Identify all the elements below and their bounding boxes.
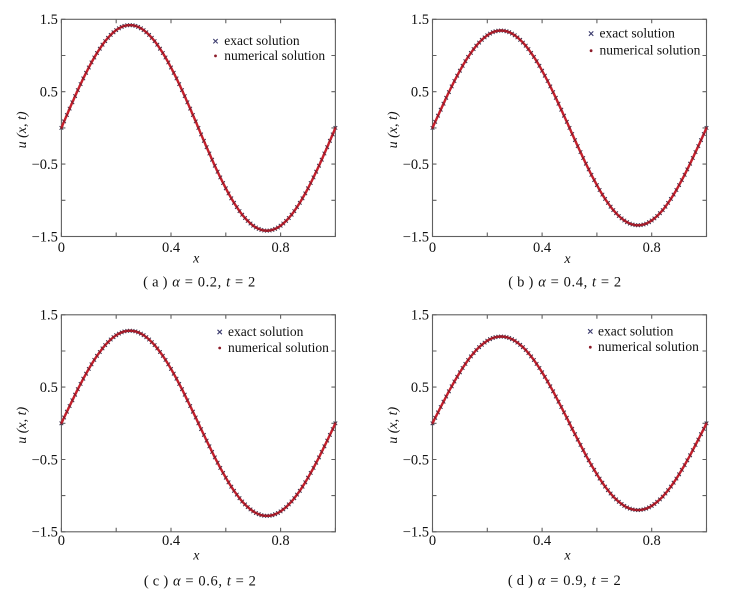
svg-text:numerical solution: numerical solution [600, 43, 701, 58]
svg-text:exact solution: exact solution [224, 33, 300, 48]
svg-text:0: 0 [429, 533, 436, 549]
svg-text:−0.5: −0.5 [32, 452, 58, 468]
svg-text:u (x, t): u (x, t) [15, 111, 30, 148]
svg-text:numerical solution: numerical solution [224, 48, 325, 63]
svg-text:−0.5: −0.5 [32, 157, 58, 173]
svg-text:1.5: 1.5 [40, 12, 58, 28]
svg-text:1.5: 1.5 [40, 308, 58, 324]
svg-text:x: x [192, 252, 200, 267]
svg-text:numerical solution: numerical solution [598, 339, 699, 354]
svg-text:0.8: 0.8 [272, 240, 290, 256]
svg-text:−1.5: −1.5 [403, 229, 429, 245]
svg-text:0.4: 0.4 [533, 240, 552, 256]
svg-text:u (x, t): u (x, t) [386, 407, 401, 444]
svg-text:x: x [563, 252, 571, 267]
svg-text:0.8: 0.8 [643, 533, 661, 549]
svg-text:( c ) α = 0.6, t = 2: ( c ) α = 0.6, t = 2 [144, 573, 257, 589]
svg-text:exact solution: exact solution [598, 323, 674, 338]
svg-text:0: 0 [429, 240, 436, 256]
svg-text:x: x [563, 549, 571, 564]
svg-text:−1.5: −1.5 [32, 229, 58, 245]
svg-text:0.8: 0.8 [643, 240, 661, 256]
svg-text:( b ) α = 0.4, t = 2: ( b ) α = 0.4, t = 2 [508, 275, 622, 291]
svg-text:−1.5: −1.5 [403, 525, 429, 541]
svg-text:1.5: 1.5 [411, 12, 429, 28]
svg-text:exact solution: exact solution [600, 26, 676, 41]
svg-text:0.8: 0.8 [272, 533, 290, 549]
svg-text:0.5: 0.5 [411, 380, 429, 396]
svg-text:0: 0 [58, 533, 65, 549]
svg-text:0.4: 0.4 [533, 533, 552, 549]
svg-text:x: x [192, 549, 200, 564]
svg-text:0.5: 0.5 [411, 85, 429, 101]
svg-text:( a ) α = 0.2, t = 2: ( a ) α = 0.2, t = 2 [143, 274, 256, 290]
svg-text:0.4: 0.4 [162, 533, 181, 549]
svg-text:−0.5: −0.5 [403, 157, 429, 173]
svg-text:−1.5: −1.5 [32, 525, 58, 541]
svg-text:0.4: 0.4 [162, 240, 181, 256]
svg-text:−0.5: −0.5 [403, 452, 429, 468]
svg-text:0.5: 0.5 [40, 85, 58, 101]
svg-text:0.5: 0.5 [40, 380, 58, 396]
svg-text:exact solution: exact solution [228, 324, 304, 339]
svg-text:u (x, t): u (x, t) [15, 407, 30, 444]
svg-text:0: 0 [58, 240, 65, 256]
svg-text:1.5: 1.5 [411, 308, 429, 324]
svg-text:u (x, t): u (x, t) [386, 111, 401, 148]
svg-text:( d ) α = 0.9, t = 2: ( d ) α = 0.9, t = 2 [508, 573, 622, 589]
svg-text:numerical solution: numerical solution [228, 340, 329, 355]
